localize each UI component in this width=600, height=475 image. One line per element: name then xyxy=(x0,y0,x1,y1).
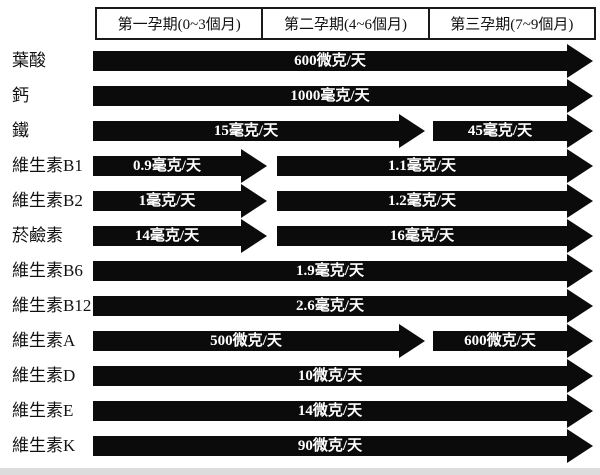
dosage-arrow-body: 600微克/天 xyxy=(93,51,567,71)
dosage-arrow-body: 10微克/天 xyxy=(93,366,567,386)
nutrient-label: 維生素D xyxy=(12,366,76,385)
dosage-arrow: 45毫克/天 xyxy=(433,114,593,148)
trimester-header-table: 第一孕期(0~3個月) 第二孕期(4~6個月) 第三孕期(7~9個月) xyxy=(95,7,596,40)
dosage-label: 90微克/天 xyxy=(297,438,363,454)
nutrient-label: 鈣 xyxy=(12,86,29,105)
dosage-label: 10微克/天 xyxy=(297,368,363,384)
nutrient-label: 鐵 xyxy=(12,121,29,140)
dosage-arrow: 14微克/天 xyxy=(93,394,593,428)
dosage-arrow-body: 1.9毫克/天 xyxy=(93,261,567,281)
dosage-label: 16毫克/天 xyxy=(389,228,455,244)
nutrient-label: 維生素B2 xyxy=(12,191,83,210)
dosage-arrow-body: 600微克/天 xyxy=(433,331,567,351)
dosage-arrow-body: 90微克/天 xyxy=(93,436,567,456)
dosage-label: 1.1毫克/天 xyxy=(388,158,456,174)
arrow-head-icon xyxy=(567,429,593,463)
dosage-label: 15毫克/天 xyxy=(213,123,279,139)
dosage-arrow-body: 1000毫克/天 xyxy=(93,86,567,106)
dosage-label: 600微克/天 xyxy=(464,333,536,349)
nutrient-label: 維生素B12 xyxy=(12,296,92,315)
dosage-arrow: 90微克/天 xyxy=(93,429,593,463)
dosage-arrow: 1.2毫克/天 xyxy=(277,184,593,218)
arrow-head-icon xyxy=(567,359,593,393)
dosage-arrow: 0.9毫克/天 xyxy=(93,149,267,183)
dosage-arrow: 1.9毫克/天 xyxy=(93,254,593,288)
dosage-label: 1毫克/天 xyxy=(138,193,196,209)
dosage-arrow: 1毫克/天 xyxy=(93,184,267,218)
dosage-arrow: 14毫克/天 xyxy=(93,219,267,253)
arrow-head-icon xyxy=(567,324,593,358)
arrow-head-icon xyxy=(567,219,593,253)
arrow-head-icon xyxy=(567,184,593,218)
bottom-edge-strip xyxy=(0,468,600,475)
dosage-arrow: 2.6毫克/天 xyxy=(93,289,593,323)
dosage-label: 14毫克/天 xyxy=(134,228,200,244)
dosage-label: 0.9毫克/天 xyxy=(133,158,201,174)
dosage-arrow-body: 14微克/天 xyxy=(93,401,567,421)
nutrient-label: 維生素B6 xyxy=(12,261,83,280)
nutrient-label: 維生素A xyxy=(12,331,76,350)
dosage-arrow-body: 14毫克/天 xyxy=(93,226,241,246)
arrow-head-icon xyxy=(567,254,593,288)
dosage-arrow-body: 16毫克/天 xyxy=(277,226,567,246)
dosage-arrow-body: 15毫克/天 xyxy=(93,121,399,141)
dosage-arrow: 15毫克/天 xyxy=(93,114,425,148)
header-cell-trimester-3: 第三孕期(7~9個月) xyxy=(427,9,594,38)
nutrient-label: 葉酸 xyxy=(12,51,46,70)
dosage-arrow-body: 45毫克/天 xyxy=(433,121,567,141)
dosage-arrow-body: 1毫克/天 xyxy=(93,191,241,211)
dosage-arrow-body: 500微克/天 xyxy=(93,331,399,351)
dosage-label: 1.9毫克/天 xyxy=(296,263,364,279)
arrow-head-icon xyxy=(567,289,593,323)
dosage-arrow: 1000毫克/天 xyxy=(93,79,593,113)
dosage-arrow-body: 2.6毫克/天 xyxy=(93,296,567,316)
dosage-label: 14微克/天 xyxy=(297,403,363,419)
dosage-label: 500微克/天 xyxy=(210,333,282,349)
nutrient-label: 菸鹼素 xyxy=(12,226,63,245)
dosage-arrow: 16毫克/天 xyxy=(277,219,593,253)
nutrient-label: 維生素E xyxy=(12,401,74,420)
arrow-head-icon xyxy=(241,149,267,183)
arrow-head-icon xyxy=(399,324,425,358)
dosage-arrow: 600微克/天 xyxy=(433,324,593,358)
arrow-head-icon xyxy=(567,394,593,428)
dosage-arrow: 600微克/天 xyxy=(93,44,593,78)
nutrient-label: 維生素K xyxy=(12,436,76,455)
arrow-head-icon xyxy=(399,114,425,148)
header-cell-trimester-1: 第一孕期(0~3個月) xyxy=(117,17,241,33)
arrow-head-icon xyxy=(567,114,593,148)
dosage-arrow-body: 1.1毫克/天 xyxy=(277,156,567,176)
dosage-label: 45毫克/天 xyxy=(467,123,533,139)
dosage-label: 1000毫克/天 xyxy=(290,88,370,104)
arrow-head-icon xyxy=(567,44,593,78)
arrow-head-icon xyxy=(241,184,267,218)
dosage-arrow: 500微克/天 xyxy=(93,324,425,358)
dosage-label: 600微克/天 xyxy=(294,53,366,69)
dosage-arrow: 1.1毫克/天 xyxy=(277,149,593,183)
dosage-arrow-body: 0.9毫克/天 xyxy=(93,156,241,176)
arrow-head-icon xyxy=(241,219,267,253)
arrow-head-icon xyxy=(567,79,593,113)
dosage-arrow: 10微克/天 xyxy=(93,359,593,393)
header-cell-trimester-2: 第二孕期(4~6個月) xyxy=(261,9,427,38)
arrow-head-icon xyxy=(567,149,593,183)
nutrient-label: 維生素B1 xyxy=(12,156,83,175)
dosage-arrow-body: 1.2毫克/天 xyxy=(277,191,567,211)
dosage-label: 2.6毫克/天 xyxy=(296,298,364,314)
dosage-label: 1.2毫克/天 xyxy=(388,193,456,209)
